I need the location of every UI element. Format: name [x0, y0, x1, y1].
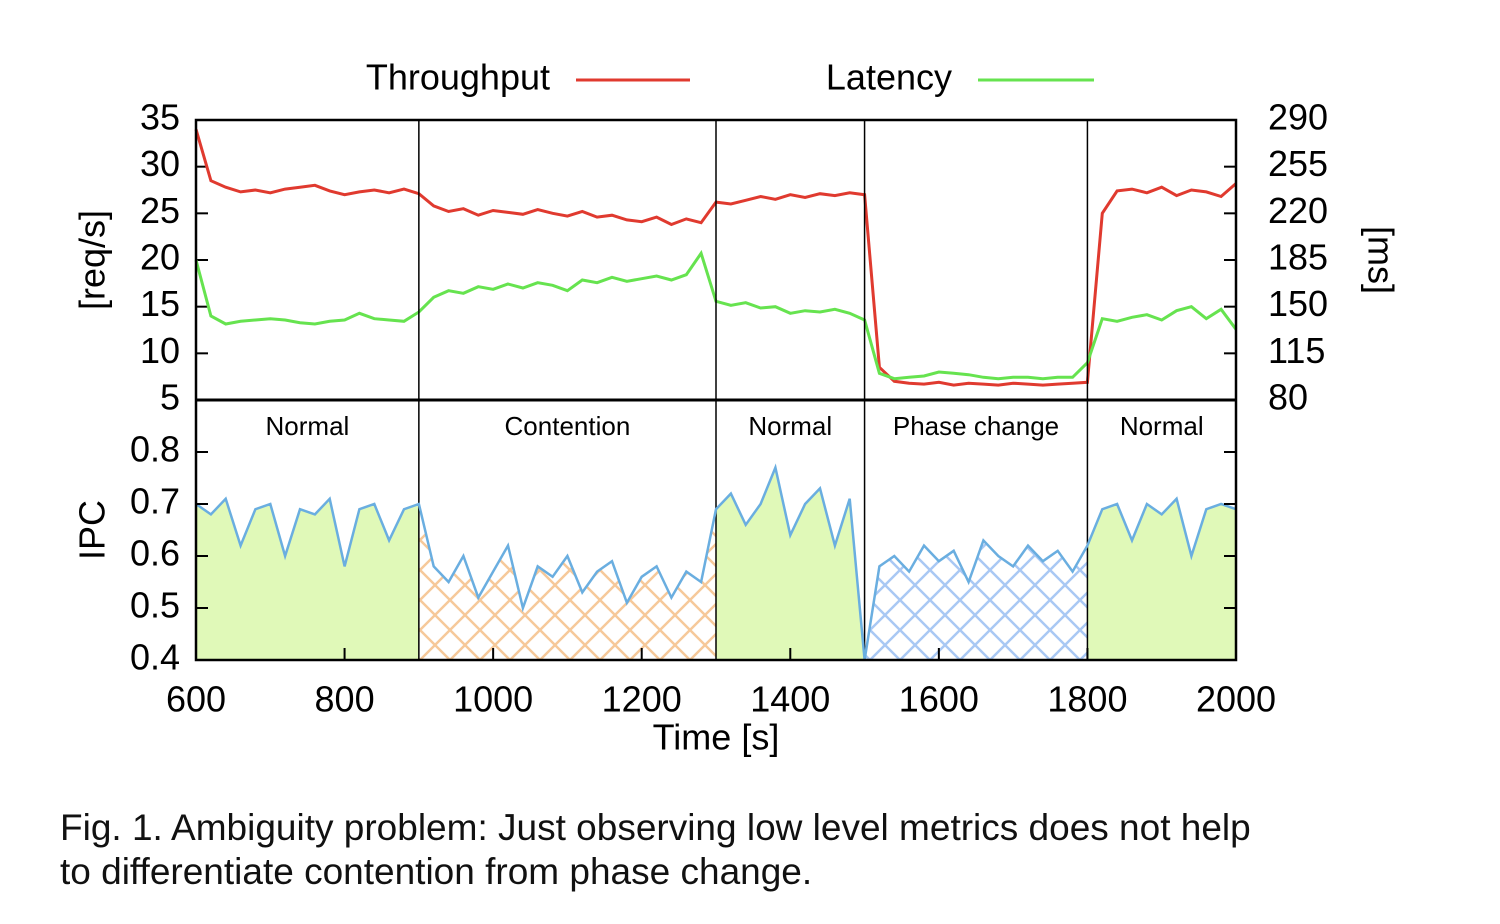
y-tick-label: 5	[160, 377, 180, 418]
y-tick-label: 0.8	[130, 429, 180, 470]
y2-tick-label: 290	[1268, 97, 1328, 138]
phase-area	[864, 540, 1088, 660]
phase-area	[418, 504, 716, 660]
y-tick-label: 25	[140, 190, 180, 231]
y-tick-label: 0.6	[130, 533, 180, 574]
x-tick-label: 1600	[899, 679, 979, 720]
y2-tick-label: 80	[1268, 377, 1308, 418]
phase-label: Normal	[1120, 411, 1204, 441]
y2-tick-label: 115	[1268, 330, 1325, 371]
caption: Fig. 1. Ambiguity problem: Just observin…	[60, 806, 1251, 894]
y2-tick-label: 220	[1268, 190, 1328, 231]
chart: 5 10 15 20 25 30 35 80 115 150 185 220 255 290 [req/s]…	[72, 57, 1402, 758]
y2-tick-label: 185	[1268, 237, 1328, 278]
y-tick-label: 15	[140, 283, 180, 324]
y-tick-label: 10	[140, 330, 180, 371]
x-tick-label: 1400	[750, 679, 830, 720]
phase-label: Normal	[266, 411, 350, 441]
x-tick-label: 2000	[1196, 679, 1276, 720]
phase-label: Normal	[748, 411, 832, 441]
ipc-line	[195, 463, 1237, 661]
y-tick-label: 0.4	[130, 637, 180, 678]
y-tick-label: 20	[140, 237, 180, 278]
y2-tick-label: 150	[1268, 283, 1328, 324]
x-tick-label: 1200	[602, 679, 682, 720]
y-axis-label: [req/s]	[72, 210, 113, 310]
x-tick-label: 1800	[1047, 679, 1127, 720]
plot-frame	[194, 118, 1238, 662]
phase-area	[716, 467, 865, 660]
y-axis-label: IPC	[72, 500, 113, 560]
x-tick-label: 1000	[453, 679, 533, 720]
y-tick-label: 0.7	[130, 481, 180, 522]
caption-line: to differentiate contention from phase c…	[60, 851, 813, 892]
phase-label: Phase change	[893, 411, 1059, 441]
caption-line: Fig. 1. Ambiguity problem: Just observin…	[60, 807, 1251, 848]
phase-label: Contention	[505, 411, 631, 441]
phase-area	[196, 498, 419, 660]
legend-label: Latency	[826, 57, 952, 98]
x-tick-label: 800	[315, 679, 375, 720]
x-tick-label: 600	[166, 679, 226, 720]
phase-area	[1087, 498, 1236, 660]
legend-label: Throughput	[366, 57, 550, 98]
y-tick-label: 35	[140, 97, 180, 138]
y-tick-label: 0.5	[130, 585, 180, 626]
y2-axis-label: [ms]	[1360, 226, 1401, 294]
x-axis-label: Time [s]	[653, 717, 780, 758]
y-tick-label: 30	[140, 143, 180, 184]
y2-tick-label: 255	[1268, 143, 1328, 184]
